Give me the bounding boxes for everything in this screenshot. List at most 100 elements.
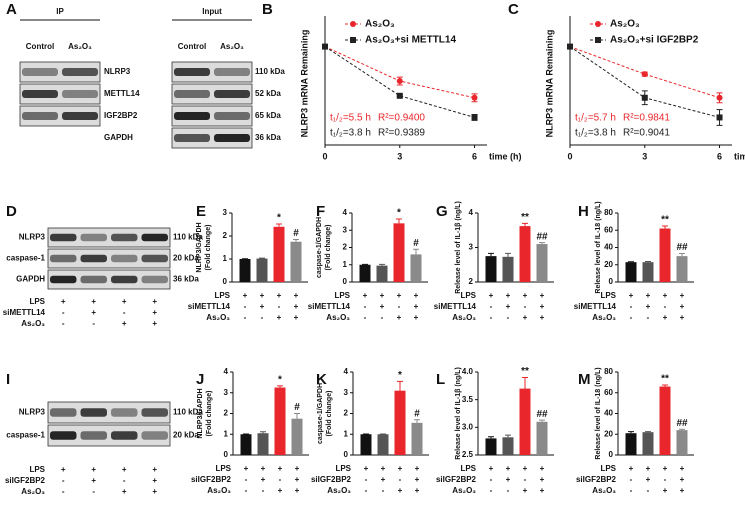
condition-sign: - [261, 313, 264, 322]
fit-annotation: R²=0.9400 [378, 113, 425, 124]
condition-sign: + [364, 464, 369, 473]
y-axis-label: (Fold change) [205, 225, 212, 271]
blot-band [214, 112, 250, 120]
fit-annotation: t₁/₂=3.8 h [330, 128, 371, 139]
significance-mark: * [277, 213, 281, 224]
condition-sign: - [92, 319, 95, 328]
condition-sign: + [506, 464, 511, 473]
y-tick-label: 1 [343, 260, 348, 269]
bar [291, 418, 303, 455]
condition-label: As₂O₃ [21, 487, 45, 496]
bar [257, 433, 269, 455]
condition-sign: + [506, 475, 511, 484]
data-point [396, 78, 403, 85]
condition-sign: - [630, 486, 633, 495]
condition-sign: + [646, 291, 651, 300]
size-label: 110 kDa [173, 233, 203, 242]
x-axis-label: time (h) [489, 151, 522, 161]
y-axis-label: Release level of IL-1β (ng/L) [455, 367, 462, 460]
y-tick-label: 2.5 [462, 450, 474, 459]
significance-mark: # [293, 228, 299, 239]
y-tick-label: 2 [223, 231, 228, 240]
condition-sign: + [91, 297, 96, 306]
condition-sign: + [122, 487, 127, 496]
condition-sign: - [364, 302, 367, 311]
blot-background [171, 61, 253, 83]
y-tick-label: 20 [604, 260, 613, 269]
blot-band [141, 254, 168, 263]
blot-background [47, 424, 171, 447]
condition-sign: + [278, 486, 283, 495]
blot-band [50, 254, 77, 263]
lane-label: Control [178, 42, 206, 51]
condition-sign: + [152, 319, 157, 328]
series-line [324, 46, 475, 99]
condition-sign: + [489, 291, 494, 300]
bar [273, 226, 285, 282]
blot-band [174, 68, 210, 76]
significance-mark: # [413, 238, 419, 249]
condition-sign: + [680, 302, 685, 311]
fit-annotation: R²=0.9389 [378, 128, 425, 139]
panel-letter: H [578, 203, 589, 220]
blot-background [171, 105, 253, 127]
size-label: 110 kDa [255, 67, 285, 76]
significance-mark: ** [521, 366, 529, 377]
y-tick-label: 1 [344, 429, 349, 438]
bar [394, 390, 406, 455]
error-bar [505, 434, 511, 438]
significance-mark: * [397, 208, 401, 219]
blot-band [111, 254, 138, 263]
y-tick-label: 60 [604, 388, 613, 397]
x-tick-label: 3 [397, 151, 402, 161]
legend-label: As₂O₃ [365, 19, 395, 30]
error-bar [397, 380, 403, 391]
condition-sign: - [365, 475, 368, 484]
condition-label: LPS [215, 464, 231, 473]
condition-sign: + [261, 475, 266, 484]
panel-letter: A [6, 1, 17, 18]
error-bar [488, 252, 494, 257]
condition-sign: - [278, 302, 281, 311]
error-bar [293, 238, 299, 242]
lane-label: As₂O₃ [68, 42, 92, 51]
condition-sign: + [91, 465, 96, 474]
y-tick-label: 3 [224, 388, 229, 397]
y-tick-label: 0 [609, 277, 614, 286]
blot-band [214, 68, 250, 76]
condition-sign: + [381, 475, 386, 484]
bar [676, 430, 688, 455]
condition-sign: - [92, 487, 95, 496]
condition-sign: + [680, 475, 685, 484]
condition-label: siIGF2BP2 [191, 475, 232, 484]
bar [256, 258, 268, 282]
condition-label: As₂O₃ [326, 313, 350, 322]
condition-sign: + [680, 291, 685, 300]
row-label: caspase-1 [6, 431, 45, 440]
condition-sign: - [382, 486, 385, 495]
y-tick-label: 0 [224, 450, 229, 459]
condition-sign: - [245, 475, 248, 484]
condition-sign: + [397, 291, 402, 300]
condition-sign: + [523, 486, 528, 495]
blot-band [111, 275, 138, 284]
condition-sign: + [629, 291, 634, 300]
y-axis-label: NLRP3/GAPDH [196, 222, 203, 272]
blot-background [47, 248, 171, 269]
condition-sign: + [122, 465, 127, 474]
condition-sign: + [260, 302, 265, 311]
y-axis-label: NLRP3 mRNA Remaining [544, 30, 554, 138]
fit-annotation: t₁/₂=5.5 h [330, 113, 371, 124]
error-bar [679, 428, 685, 431]
error-bar [628, 431, 634, 434]
blot-band [111, 431, 138, 440]
error-bar [414, 419, 420, 423]
data-point [471, 94, 478, 101]
condition-sign: + [260, 291, 265, 300]
significance-mark: ## [536, 231, 548, 242]
blot-band [174, 112, 210, 120]
condition-sign: + [61, 465, 66, 474]
error-bar [277, 385, 283, 388]
error-bar [396, 218, 402, 224]
condition-sign: + [295, 475, 300, 484]
